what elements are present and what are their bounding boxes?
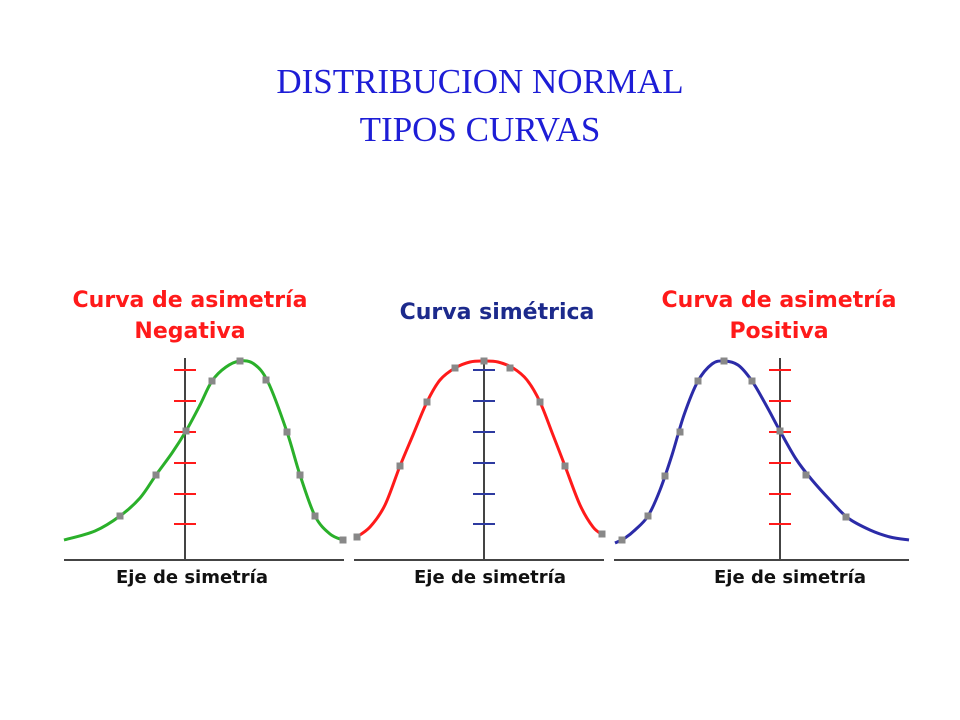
curve-marker-positive-8: [776, 427, 784, 435]
curve-marker-positive-3: [661, 472, 669, 480]
curve-marker-positive-9: [802, 471, 810, 479]
curve-marker-positive-2: [644, 512, 652, 520]
curve-marker-positive-1: [618, 536, 626, 544]
title-line-1: DISTRIBUCION NORMAL: [276, 62, 684, 101]
curve-marker-negative-9: [311, 512, 319, 520]
curve-marker-symmetric-2: [396, 462, 404, 470]
axis-label-symmetric: Eje de simetría: [414, 567, 566, 588]
curve-positive: [614, 359, 910, 545]
axis-ticks-symmetric: [473, 369, 495, 525]
axis-label-negative: Eje de simetría: [116, 567, 268, 588]
curve-marker-negative-10: [339, 536, 347, 544]
curve-marker-positive-6: [720, 357, 728, 365]
curve-marker-negative-3: [182, 427, 190, 435]
curve-marker-positive-4: [676, 428, 684, 436]
caption-symmetric: Curva simétrica: [400, 300, 595, 325]
caption-negative-line-1: Curva de asimetría: [73, 288, 308, 313]
caption-negative-line-2: Negativa: [134, 319, 245, 344]
curve-marker-symmetric-6: [506, 364, 514, 372]
curve-marker-symmetric-4: [451, 364, 459, 372]
curve-marker-negative-4: [208, 377, 216, 385]
axis-ticks-negative: [174, 369, 196, 525]
curve-marker-positive-7: [748, 377, 756, 385]
curve-negative: [63, 359, 344, 542]
caption-positive-line-2: Positiva: [729, 319, 828, 344]
markers-symmetric: [353, 357, 606, 541]
curve-marker-negative-2: [152, 471, 160, 479]
markers-positive: [618, 357, 850, 544]
curve-marker-negative-1: [116, 512, 124, 520]
panel-negative: Curva de asimetría Negativa Eje de simet…: [63, 288, 347, 588]
caption-positive-line-1: Curva de asimetría: [662, 288, 897, 313]
axis-label-positive: Eje de simetría: [714, 567, 866, 588]
panel-positive: Curva de asimetría Positiva Eje de simet…: [614, 288, 910, 588]
curve-marker-positive-5: [694, 377, 702, 385]
markers-negative: [116, 357, 347, 544]
curve-marker-symmetric-8: [561, 462, 569, 470]
curve-marker-negative-7: [283, 428, 291, 436]
panel-symmetric: Curva simétrica Eje de simetría: [353, 300, 606, 588]
curve-marker-negative-8: [296, 471, 304, 479]
page-title: DISTRIBUCION NORMAL TIPOS CURVAS: [0, 58, 960, 154]
curve-symmetric: [354, 359, 604, 540]
curve-marker-symmetric-7: [536, 398, 544, 406]
curve-marker-symmetric-5: [480, 357, 488, 365]
curve-marker-symmetric-9: [598, 530, 606, 538]
curve-marker-symmetric-1: [353, 533, 361, 541]
curve-marker-symmetric-3: [423, 398, 431, 406]
curve-marker-positive-10: [842, 513, 850, 521]
curve-marker-negative-5: [236, 357, 244, 365]
title-line-2: TIPOS CURVAS: [359, 110, 601, 149]
curve-marker-negative-6: [262, 376, 270, 384]
